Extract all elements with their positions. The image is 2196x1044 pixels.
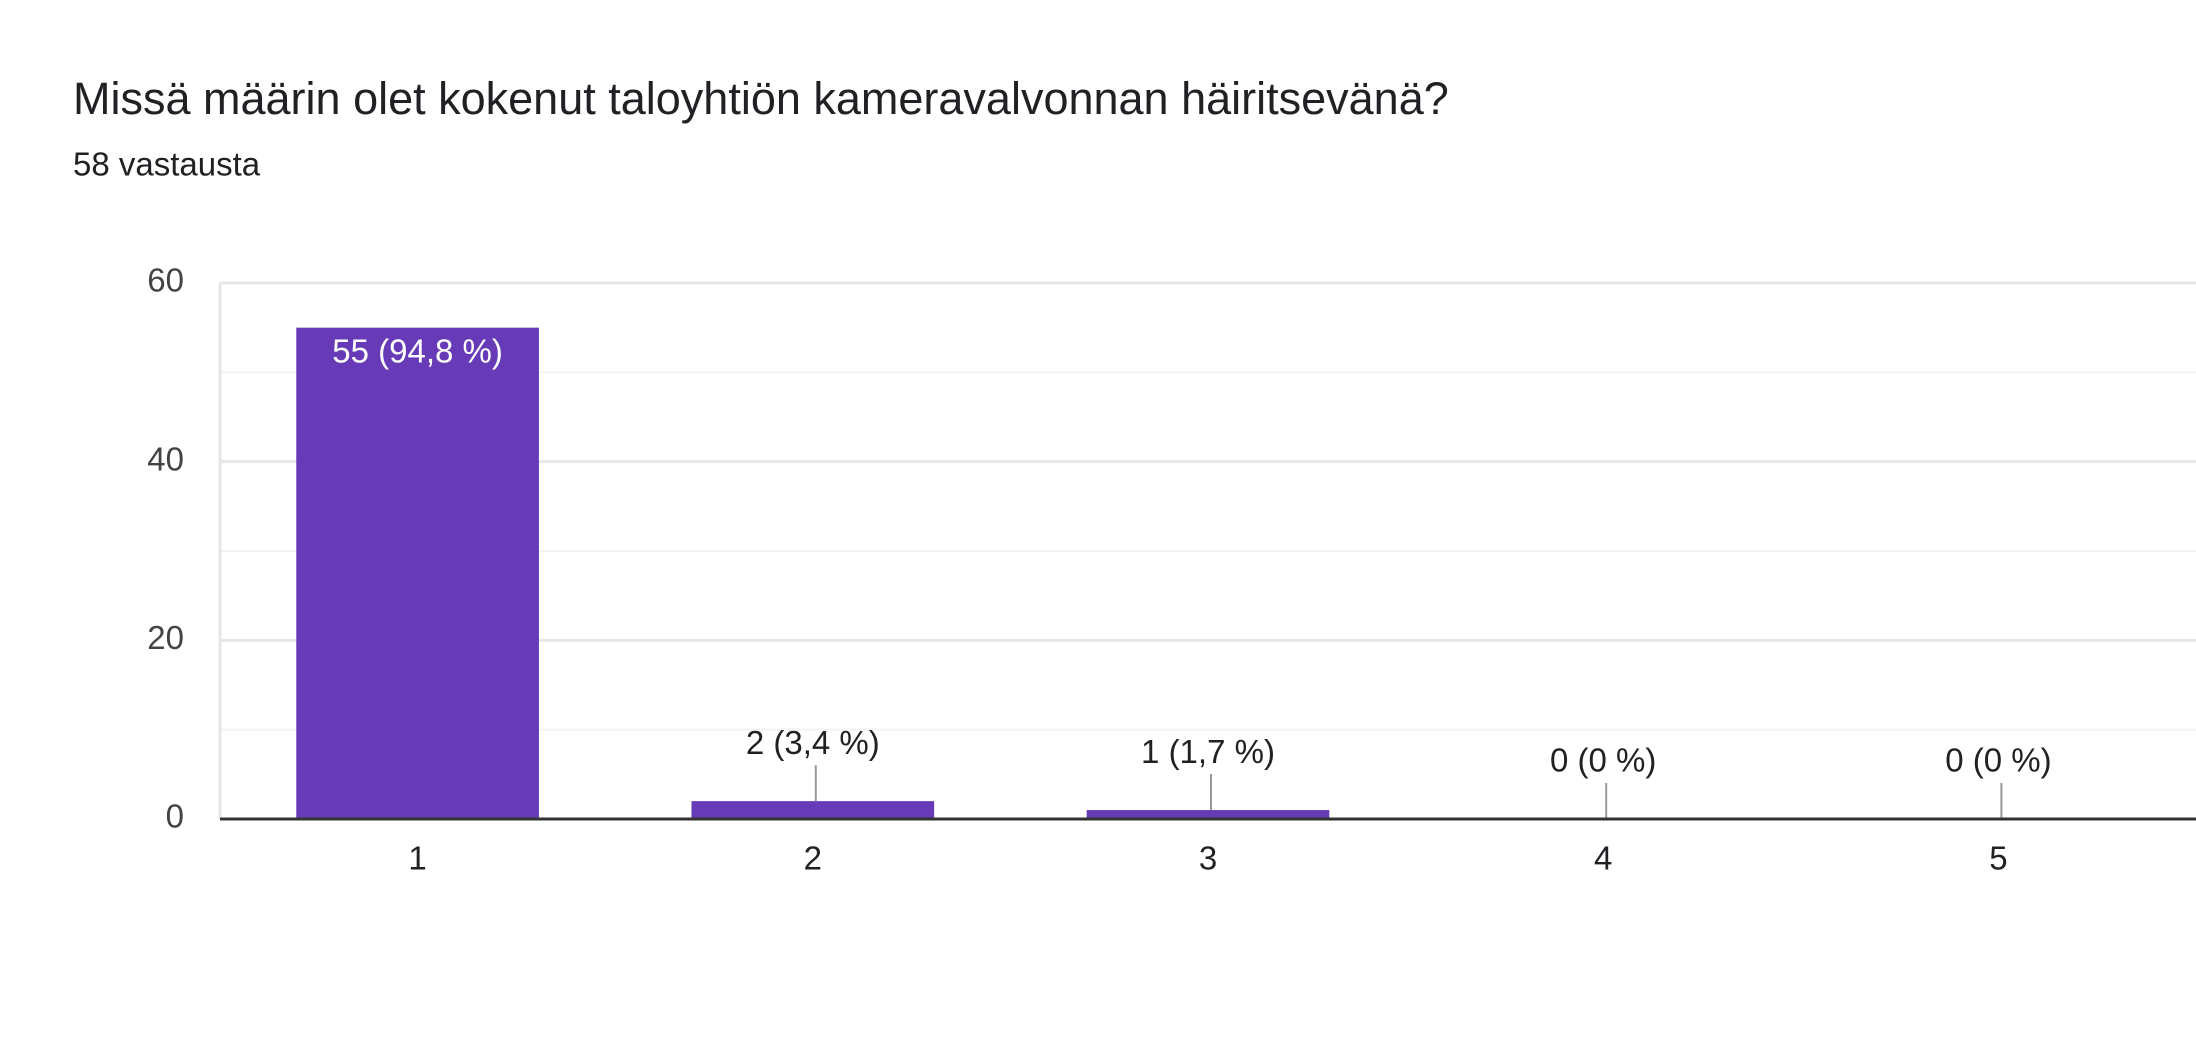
x-tick-label: 2 xyxy=(804,840,822,877)
x-tick-label: 4 xyxy=(1594,840,1612,877)
x-tick-label: 3 xyxy=(1199,840,1217,877)
bar xyxy=(1086,810,1330,819)
value-label: 0 (0 %) xyxy=(1945,742,2051,779)
bar xyxy=(296,327,539,819)
value-label: 1 (1,7 %) xyxy=(1141,733,1275,770)
y-tick-label: 20 xyxy=(147,619,184,656)
y-tick-label: 40 xyxy=(147,440,184,477)
bar xyxy=(691,801,935,819)
value-label: 2 (3,4 %) xyxy=(746,724,880,761)
value-label: 0 (0 %) xyxy=(1550,742,1656,779)
value-label: 55 (94,8 %) xyxy=(332,332,503,369)
chart-subtitle: 58 vastausta xyxy=(73,146,261,183)
y-tick-label: 60 xyxy=(147,262,184,299)
y-tick-label: 0 xyxy=(166,798,184,835)
x-tick-label: 5 xyxy=(1989,840,2007,877)
x-tick-label: 1 xyxy=(408,840,426,877)
chart-title: Missä määrin olet kokenut taloyhtiön kam… xyxy=(73,73,1449,124)
